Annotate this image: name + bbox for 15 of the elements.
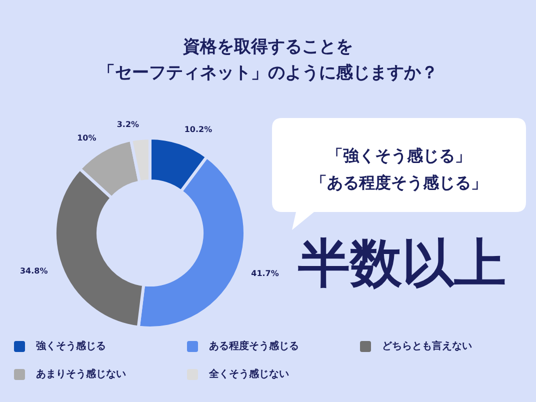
legend-label: 強くそう感じる bbox=[36, 340, 106, 353]
legend-label: あまりそう感じない bbox=[36, 368, 126, 381]
data-label: 41.7% bbox=[251, 269, 279, 278]
chart-title: 資格を取得することを bbox=[182, 36, 354, 59]
data-label: 3.2% bbox=[116, 120, 140, 130]
data-label: 10.2% bbox=[184, 125, 212, 134]
text: 「ある程度そう感じる」 bbox=[310, 172, 488, 194]
legend-label: どちらとも言えない bbox=[382, 339, 472, 353]
legend-label: 全くそう感じない bbox=[209, 368, 289, 381]
chart-subtitle: 「セーフティネット」のように感じますか？ bbox=[97, 62, 439, 85]
data-label: 10% bbox=[77, 134, 96, 143]
data-label: 34.8% bbox=[20, 266, 48, 276]
text: 半数以上 bbox=[297, 233, 507, 296]
text: 「強くそう感じる」 bbox=[326, 145, 472, 167]
legend-label: ある程度そう感じる bbox=[209, 339, 299, 353]
